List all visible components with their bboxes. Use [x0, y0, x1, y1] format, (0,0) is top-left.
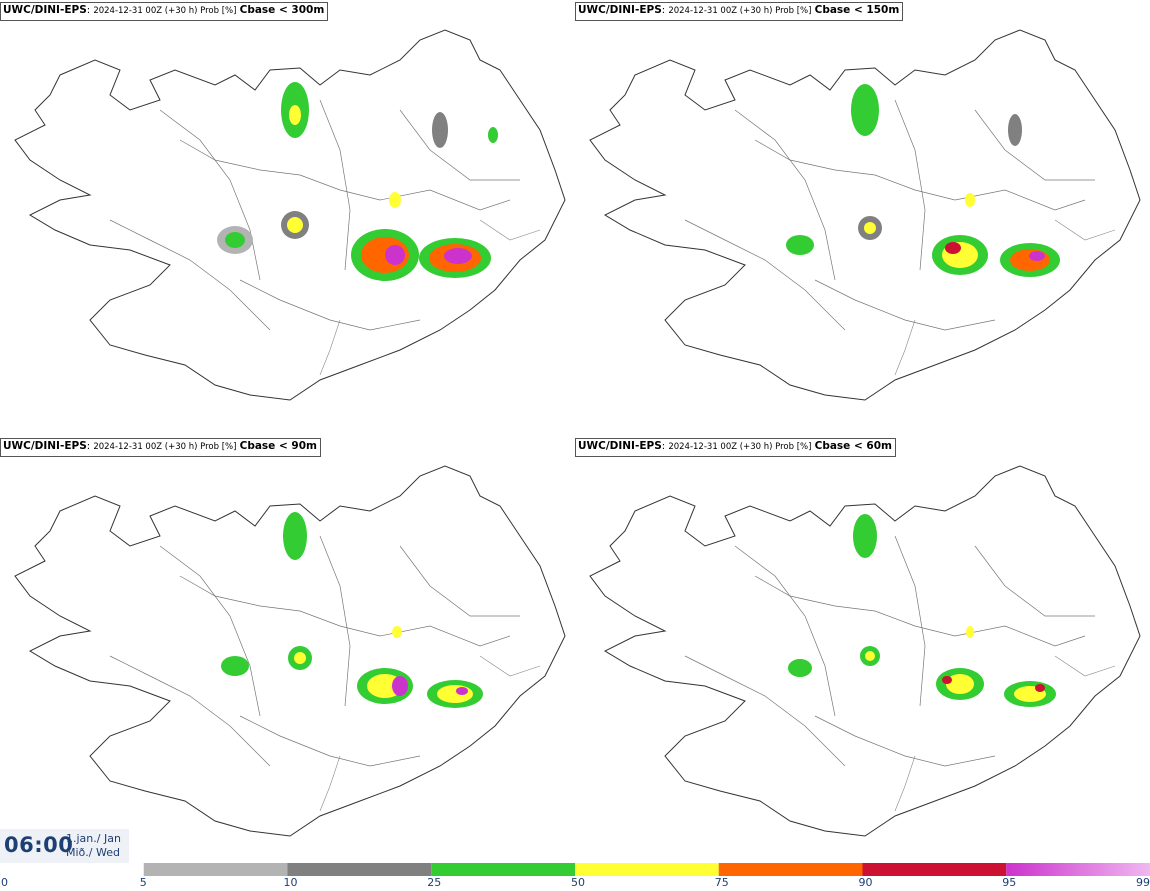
model-label: UWC/DINI-EPS: [3, 440, 87, 452]
colorbar-tick-label: 50: [571, 876, 585, 889]
map-panel-cbase-150m: UWC/DINI-EPS: 2024-12-31 00Z (+30 h) Pro…: [575, 0, 1150, 436]
colorbar-segment: [431, 863, 575, 876]
probability-fields: [217, 82, 498, 281]
map-panel-cbase-300m: UWC/DINI-EPS: 2024-12-31 00Z (+30 h) Pro…: [0, 0, 575, 436]
run-meta: 2024-12-31 00Z (+30 h) Prob [%]: [93, 442, 237, 452]
variable-label: Cbase < 150m: [814, 4, 900, 16]
variable-label: Cbase < 90m: [239, 440, 317, 452]
date-line-1: 1.jan./ Jan: [66, 832, 121, 845]
run-meta: 2024-12-31 00Z (+30 h) Prob [%]: [93, 6, 237, 16]
colorbar-segment: [862, 863, 1007, 876]
valid-time-date: 1.jan./ Jan Mið./ Wed: [66, 832, 121, 860]
run-meta: 2024-12-31 00Z (+30 h) Prob [%]: [668, 6, 812, 16]
colorbar-segment: [575, 863, 719, 876]
valid-time-box: 06:00 1.jan./ Jan Mið./ Wed: [0, 829, 129, 863]
colorbar-tick-label: 95: [1002, 876, 1017, 889]
panel-title: UWC/DINI-EPS: 2024-12-31 00Z (+30 h) Pro…: [575, 438, 896, 457]
valid-time-clock: 06:00: [4, 833, 74, 857]
probability-fields: [786, 84, 1060, 277]
colorbar-segment: [718, 863, 863, 876]
iceland-map: [14, 465, 566, 837]
model-label: UWC/DINI-EPS: [3, 4, 87, 16]
iceland-map: [14, 29, 566, 401]
variable-label: Cbase < 60m: [814, 440, 892, 452]
run-meta: 2024-12-31 00Z (+30 h) Prob [%]: [668, 442, 812, 452]
map-panel-cbase-90m: UWC/DINI-EPS: 2024-12-31 00Z (+30 h) Pro…: [0, 436, 575, 872]
colorbar-tick-label: 75: [714, 876, 729, 889]
probability-fields: [221, 512, 483, 708]
probability-colorbar: [143, 863, 1150, 876]
variable-label: Cbase < 300m: [239, 4, 325, 16]
colorbar-segment: [1006, 863, 1150, 876]
colorbar-tick-label: 10: [283, 876, 298, 889]
colorbar-segment: [287, 863, 432, 876]
colorbar-tick-label: 25: [427, 876, 442, 889]
panel-title: UWC/DINI-EPS: 2024-12-31 00Z (+30 h) Pro…: [0, 438, 321, 457]
panel-title: UWC/DINI-EPS: 2024-12-31 00Z (+30 h) Pro…: [575, 2, 904, 21]
probability-fields: [788, 514, 1056, 707]
colorbar-segment: [143, 863, 288, 876]
model-label: UWC/DINI-EPS: [578, 440, 662, 452]
colorbar-tick-label: 90: [858, 876, 873, 889]
iceland-map: [589, 465, 1141, 837]
date-line-2: Mið./ Wed: [66, 846, 120, 859]
colorbar-tick-label: 0: [1, 876, 8, 889]
map-panel-cbase-60m: UWC/DINI-EPS: 2024-12-31 00Z (+30 h) Pro…: [575, 436, 1150, 872]
model-label: UWC/DINI-EPS: [578, 4, 662, 16]
colorbar-tick-label: 5: [139, 876, 147, 889]
iceland-map: [589, 29, 1141, 401]
panel-title: UWC/DINI-EPS: 2024-12-31 00Z (+30 h) Pro…: [0, 2, 329, 21]
colorbar-tick-label: 99: [1136, 876, 1150, 889]
